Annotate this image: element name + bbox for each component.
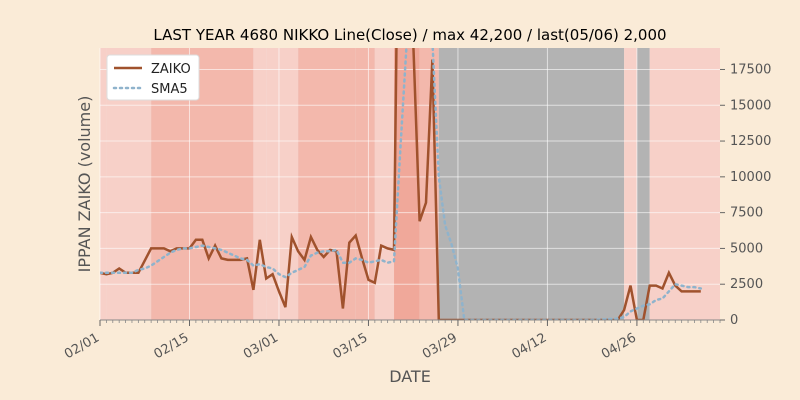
y-axis-label: IPPAN ZAIKO (volume) [75,96,94,273]
shade-band [649,48,720,320]
x-tick-label: 04/26 [599,330,639,362]
y-tick-label: 17500 [730,62,771,77]
y-tick-label: 15000 [730,98,771,113]
x-tick-label: 03/29 [420,330,460,362]
shade-band [355,48,375,320]
legend-label-sma5: SMA5 [151,82,188,97]
x-axis-label: DATE [389,367,431,386]
x-axis: 02/01 02/15 03/01 03/15 03/29 04/12 04/26 [62,319,721,362]
plot-area [99,48,720,321]
x-tick-label: 02/01 [62,330,102,362]
y-tick-label: 0 [730,313,738,328]
y-tick-label: 10000 [730,170,771,185]
x-tick-label: 03/15 [331,330,371,362]
y-axis: 0 2500 5000 7500 10000 12500 15000 17500 [720,62,771,328]
shade-band [374,48,395,320]
background-shading [100,48,720,320]
shade-band [298,48,356,320]
y-tick-label: 7500 [730,206,763,221]
shade-band [100,48,107,320]
y-tick-label: 12500 [730,134,771,149]
y-tick-label: 5000 [730,241,763,256]
y-tick-label: 2500 [730,277,763,292]
x-tick-label: 02/15 [152,330,192,362]
shade-band [266,48,299,320]
shade-band [438,48,625,320]
chart-title: LAST YEAR 4680 NIKKO Line(Close) / max 4… [153,26,666,44]
series-layer [100,48,703,320]
x-tick-label: 03/01 [241,330,281,362]
legend: ZAIKO SMA5 [106,54,200,101]
legend-box [106,54,200,101]
x-tick-label: 04/12 [509,330,549,362]
series-line-sma5 [100,48,703,320]
legend-label-zaiko: ZAIKO [151,62,191,77]
shade-band [636,48,650,320]
shade-band [624,48,637,320]
